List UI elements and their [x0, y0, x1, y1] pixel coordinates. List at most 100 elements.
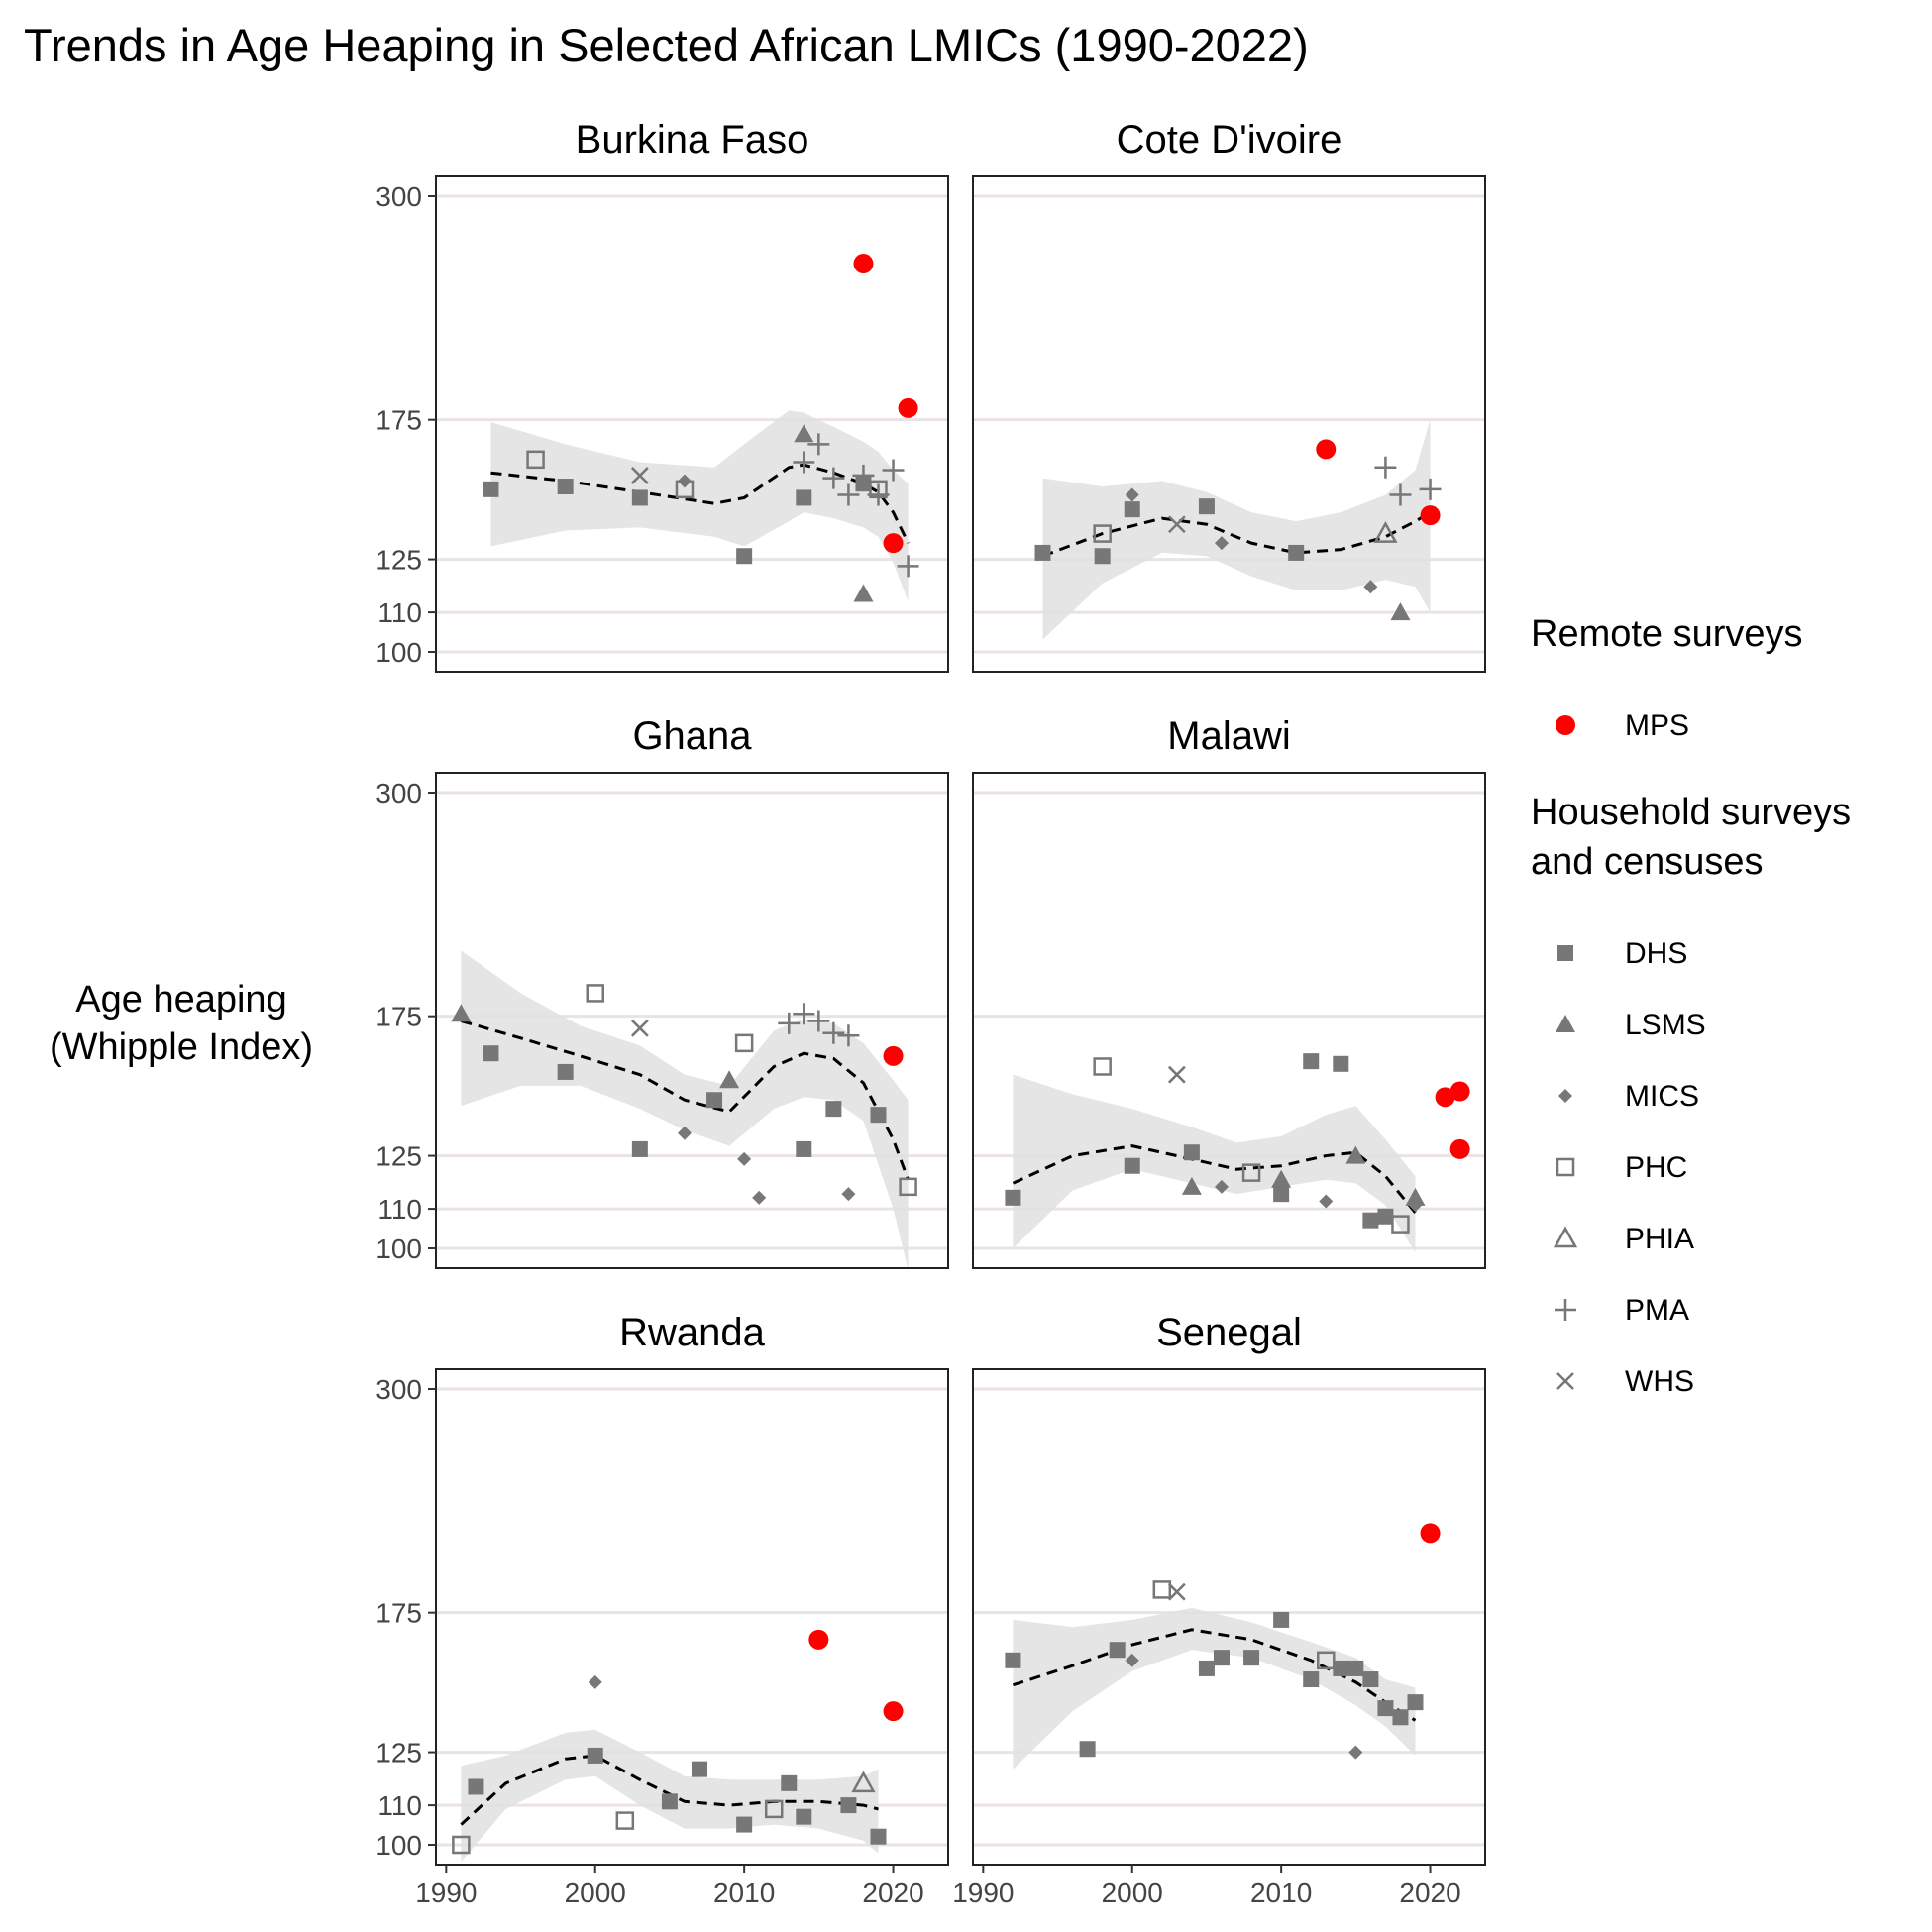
point-dhs — [1377, 1208, 1394, 1225]
point-dhs — [855, 476, 872, 492]
point-lsms — [1390, 602, 1411, 621]
point-dhs — [1303, 1053, 1320, 1070]
point-mps — [898, 397, 918, 418]
point-dhs — [483, 481, 499, 497]
point-pma — [1419, 478, 1442, 500]
point-dhs — [1377, 1700, 1394, 1717]
point-dhs — [587, 1747, 603, 1764]
point-mps — [883, 1045, 904, 1066]
point-mics — [841, 1187, 856, 1202]
confidence-band — [1042, 419, 1431, 640]
point-dhs — [796, 489, 812, 506]
point-mics — [737, 1151, 752, 1166]
point-whs — [1167, 1582, 1186, 1601]
point-pma — [897, 555, 919, 578]
point-phia — [851, 1771, 876, 1793]
point-phc — [586, 984, 604, 1003]
point-lsms — [1405, 1187, 1426, 1206]
point-dhs — [468, 1778, 484, 1795]
panel-senegal: Senegal — [972, 1311, 1486, 1866]
legend-label-mics: MICS — [1625, 1080, 1699, 1113]
point-dhs — [1034, 544, 1051, 561]
point-phc — [675, 480, 695, 499]
point-mps — [1449, 1138, 1470, 1159]
point-dhs — [870, 1107, 887, 1124]
point-pma — [822, 1021, 845, 1044]
panel-ghana: Ghana 100 110 125 175 300 — [376, 714, 949, 1270]
point-dhs — [1124, 501, 1140, 518]
x-tick-label: 2000 — [565, 1878, 626, 1908]
x-tick-label: 2020 — [862, 1878, 923, 1908]
y-axis-label-line-1: Age heaping — [75, 979, 286, 1020]
legend-key-whs — [1556, 1372, 1574, 1390]
x-axis: 1990 2000 2010 2020 — [952, 1865, 1461, 1908]
point-dhs — [1273, 1611, 1290, 1628]
panel-border — [435, 175, 949, 673]
panel-border — [435, 772, 949, 1269]
point-mics — [1363, 580, 1378, 594]
point-dhs — [692, 1761, 708, 1777]
panel-border — [972, 175, 1486, 673]
point-dhs — [706, 1092, 723, 1109]
point-pma — [822, 467, 845, 489]
legend-label-phc: PHC — [1625, 1151, 1687, 1184]
point-pma — [793, 1003, 815, 1025]
x-tick-label: 2010 — [1250, 1878, 1312, 1908]
panel-background — [436, 176, 948, 672]
point-dhs — [1198, 498, 1215, 515]
point-pma — [837, 483, 860, 506]
panel-border — [972, 1368, 1486, 1866]
panel-burkina-faso: Burkina Faso 100 110 125 175 300 — [376, 118, 949, 673]
point-dhs — [631, 489, 648, 506]
y-tick-label: 100 — [376, 637, 422, 668]
point-lsms — [719, 1070, 740, 1089]
point-pma — [807, 433, 830, 456]
point-whs — [630, 467, 649, 484]
point-dhs — [781, 1774, 798, 1791]
trend-line — [1012, 1628, 1417, 1722]
point-dhs — [1362, 1212, 1379, 1229]
point-dhs — [1183, 1144, 1200, 1161]
y-tick-label: 125 — [376, 1738, 422, 1769]
point-mics — [1214, 536, 1229, 551]
point-mics — [1408, 1198, 1423, 1213]
x-tick-label: 2000 — [1102, 1878, 1163, 1908]
point-whs — [1167, 515, 1186, 534]
point-dhs — [1347, 1660, 1364, 1676]
panel-border — [972, 772, 1486, 1269]
point-dhs — [1303, 1671, 1320, 1688]
legend-key-pma — [1555, 1299, 1576, 1321]
point-pma — [793, 451, 815, 474]
point-dhs — [1333, 1660, 1349, 1676]
point-phia — [1373, 521, 1398, 543]
facet-panels: Burkina Faso 100 110 125 175 300 Cote D'ivoire… — [376, 118, 1486, 1866]
point-phc — [526, 450, 545, 470]
point-dhs — [557, 1063, 574, 1080]
legend-key-lsms — [1556, 1015, 1575, 1032]
y-tick-label: 125 — [376, 545, 422, 576]
confidence-band — [461, 950, 909, 1270]
point-mps — [1420, 1523, 1441, 1544]
point-mps — [1420, 505, 1441, 526]
point-whs — [1167, 1065, 1186, 1084]
panel-strip-title: Rwanda — [619, 1311, 766, 1354]
x-tick-label: 2010 — [713, 1878, 775, 1908]
confidence-band — [1013, 1074, 1416, 1253]
point-mps — [1449, 1081, 1470, 1102]
panel-border — [435, 1368, 949, 1866]
point-mics — [677, 1126, 692, 1140]
x-tick-label: 1990 — [415, 1878, 477, 1908]
x-tick-label: 1990 — [952, 1878, 1014, 1908]
panel-strip-title: Senegal — [1156, 1311, 1302, 1354]
point-mps — [853, 254, 874, 274]
point-mps — [1435, 1087, 1455, 1108]
point-mics — [588, 1674, 602, 1689]
point-mps — [883, 533, 904, 554]
point-mics — [1214, 1179, 1229, 1194]
point-phc — [1152, 1580, 1172, 1599]
legend-key-phc — [1556, 1157, 1575, 1177]
point-dhs — [1124, 1157, 1140, 1174]
point-dhs — [1198, 1660, 1215, 1676]
point-dhs — [1362, 1671, 1379, 1688]
legend-key-dhs — [1557, 945, 1573, 961]
